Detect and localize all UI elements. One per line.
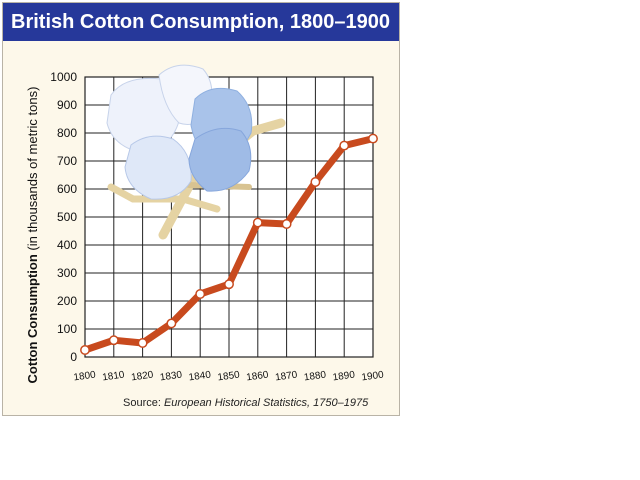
y-tick-label: 300 (57, 266, 77, 280)
chart-card: British Cotton Consumption, 1800–1900 0 1… (2, 2, 400, 416)
y-tick-label: 600 (57, 182, 77, 196)
x-tick-label: 1860 (246, 369, 270, 383)
cotton-boll-illustration (106, 64, 286, 240)
y-tick-label: 700 (57, 154, 77, 168)
x-tick-label: 1800 (73, 369, 97, 383)
data-marks (80, 133, 378, 355)
y-tick-label: 800 (57, 126, 77, 140)
y-tick-label: 200 (57, 294, 77, 308)
y-tick-label: 900 (57, 98, 77, 112)
y-tick-label: 0 (70, 350, 77, 364)
y-axis-label-unit: (in thousands of metric tons) (25, 86, 40, 251)
data-point (310, 177, 321, 187)
x-tick-label: 1900 (361, 369, 385, 383)
data-point (252, 217, 263, 228)
data-point (224, 279, 234, 290)
data-point (108, 335, 119, 346)
data-point (368, 133, 378, 144)
line-chart: 0 100 200 300 400 500 600 700 800 900 1000 1800 1810… (50, 64, 385, 384)
plot-border (84, 76, 374, 358)
x-tick-label: 1840 (188, 369, 212, 383)
source-note: Source: European Historical Statistics, … (123, 397, 393, 409)
data-point (80, 345, 90, 355)
x-tick-label: 1870 (274, 369, 298, 383)
y-tick-label: 100 (57, 322, 77, 336)
y-tick-label: 1000 (50, 70, 77, 84)
y-tick-label: 400 (57, 238, 77, 252)
x-tick-label: 1890 (332, 369, 356, 383)
source-work: European Historical Statistics, 1750–197… (163, 397, 369, 409)
y-tick-label: 500 (57, 210, 77, 224)
source-prefix: Source: (123, 397, 164, 409)
x-tick-label: 1880 (303, 369, 327, 383)
data-point (166, 318, 177, 329)
data-point (339, 140, 350, 151)
y-axis-label-main: Cotton Consumption (25, 254, 40, 384)
x-tick-label: 1830 (159, 369, 183, 383)
x-tick-label: 1810 (102, 369, 126, 383)
data-point (137, 338, 148, 348)
data-point (195, 289, 206, 299)
chart-title: British Cotton Consumption, 1800–1900 (3, 3, 399, 41)
data-point (281, 219, 292, 229)
y-axis-label: Cotton Consumption (in thousands of metr… (25, 55, 43, 415)
x-tick-label: 1820 (130, 369, 154, 383)
x-tick-label: 1850 (217, 369, 241, 383)
